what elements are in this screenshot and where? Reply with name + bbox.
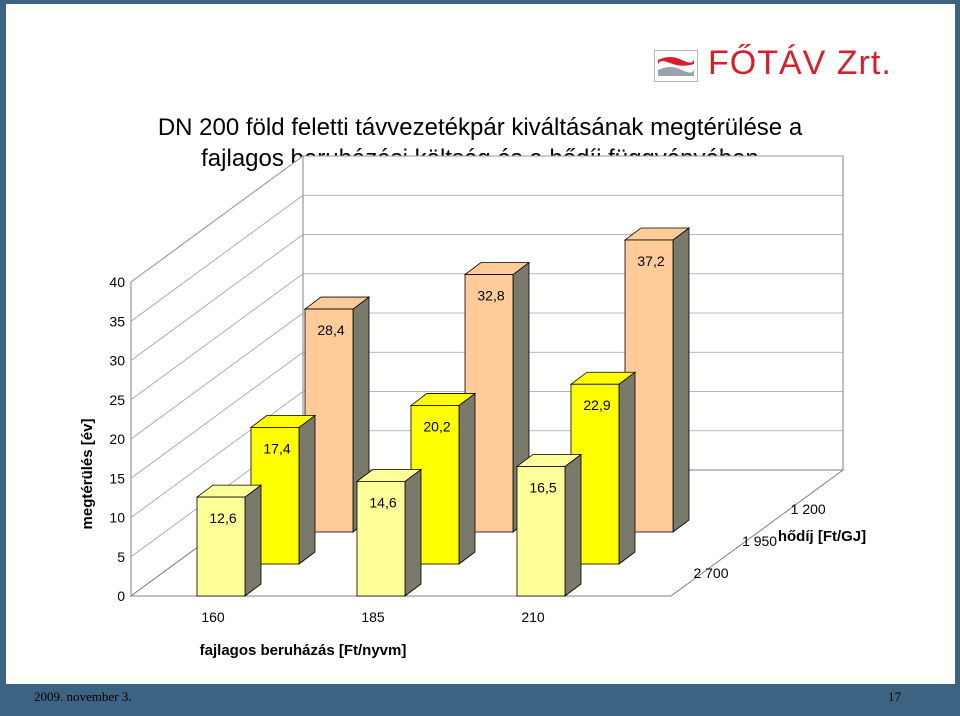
bar-side (404, 468, 422, 597)
bar-side (298, 414, 316, 565)
chart-labels: 0 5 10 15 20 25 30 35 40 160 185 210 2 700 1 950 1 200… (79, 274, 866, 659)
bar-side (618, 371, 636, 565)
gridline (130, 155, 843, 283)
z-tick-label: 1 200 (791, 501, 826, 517)
bar-side (244, 484, 262, 597)
bar (356, 480, 406, 597)
data-label: 22,9 (583, 397, 610, 413)
y-tick-label: 25 (109, 392, 125, 408)
data-label: 32,8 (477, 288, 504, 304)
logo-text: FŐTÁV Zrt. (708, 44, 892, 82)
y-tick-label: 35 (109, 313, 125, 329)
x-tick-label: 160 (201, 609, 225, 625)
y-tick-label: 5 (117, 549, 125, 565)
footer-page-number: 17 (888, 689, 901, 704)
data-label: 14,6 (369, 494, 396, 510)
y-tick-label: 15 (109, 470, 125, 486)
bar (516, 466, 566, 597)
gridline (130, 194, 843, 322)
bar-side (564, 453, 582, 597)
bar-side (672, 227, 690, 533)
data-label: 17,4 (263, 440, 290, 456)
y-tick-label: 20 (109, 431, 125, 447)
y-tick-label: 40 (109, 274, 125, 290)
x-tick-label: 185 (361, 609, 385, 625)
y-axis-title: megtérülés [év] (79, 419, 96, 530)
y-tick-label: 10 (109, 510, 125, 526)
y-tick-label: 30 (109, 353, 125, 369)
data-label: 37,2 (637, 253, 664, 269)
data-label: 20,2 (423, 418, 450, 434)
title-line-1: DN 200 föld feletti távvezetékpár kivált… (157, 114, 803, 141)
z-tick-label: 2 700 (693, 565, 728, 581)
bar (196, 496, 246, 597)
bar-side (458, 392, 476, 565)
data-label: 16,5 (529, 479, 556, 495)
x-tick-label: 210 (521, 609, 545, 625)
data-label: 12,6 (209, 510, 236, 526)
z-tick-label: 1 950 (742, 533, 777, 549)
y-tick-label: 0 (117, 588, 125, 604)
z-axis-title: hődíj [Ft/GJ] (778, 528, 866, 545)
company-logo: FŐTÁV Zrt. (650, 44, 910, 88)
x-axis-title: fajlagos beruházás [Ft/nyvm] (200, 642, 407, 659)
footer-date: 2009. november 3. (34, 689, 132, 704)
data-label: 28,4 (317, 322, 344, 338)
chart-bars: 28,4 32,8 37,2 17,4 20,2 22,9 12,6 14,6 16,5 (195, 227, 691, 597)
logo-mark-icon (654, 50, 698, 82)
